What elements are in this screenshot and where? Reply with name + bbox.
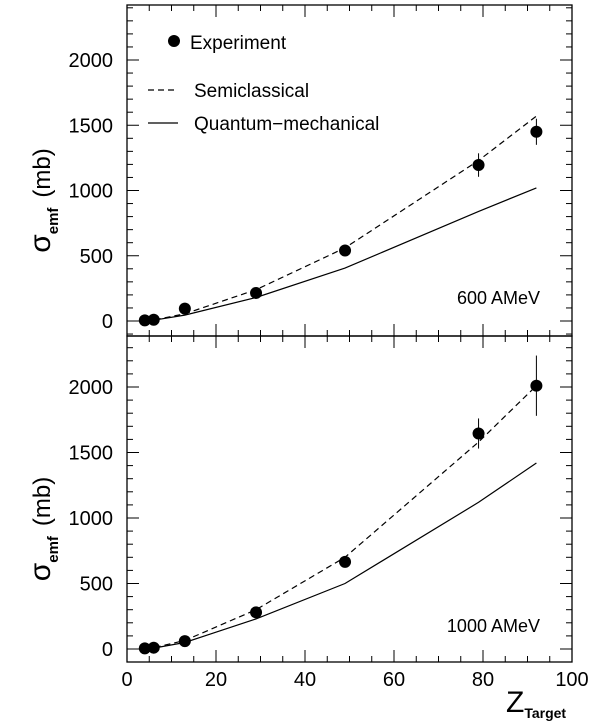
plot-frame [127, 336, 572, 662]
x-tick-label: 20 [205, 669, 227, 691]
legend: Experiment Semiclassical Quantum−mechanica… [148, 33, 379, 135]
x-tick-label: 0 [121, 669, 132, 691]
energy-label: 1000 AMeV [447, 616, 540, 636]
experiment-point [148, 642, 160, 654]
panel-bottom: 0 500 1000 1500 2000 σemf(mb) 1000 AMeV 0 20 40 60… [24, 336, 589, 721]
experiment-point [250, 606, 262, 618]
legend-label: Experiment [190, 33, 287, 54]
x-tick-label: 100 [555, 669, 588, 691]
experiment-point [530, 380, 542, 392]
plot-frame [127, 5, 572, 336]
experiment-point [339, 556, 351, 568]
y-tick-label: 500 [80, 574, 113, 596]
x-axis-title: ZTarget [506, 686, 566, 721]
y-tick-label: 1000 [69, 181, 114, 203]
y-tick-label: 0 [102, 639, 113, 661]
experiment-point [250, 287, 262, 299]
x-tick-label: 40 [294, 669, 316, 691]
x-tick-label: 60 [383, 669, 405, 691]
experiment-point [179, 635, 191, 647]
legend-marker-experiment [168, 35, 180, 47]
experiment-point [148, 314, 160, 326]
y-tick-label: 2000 [69, 377, 114, 399]
experiment-point [339, 245, 351, 257]
y-tick-label: 1500 [69, 443, 114, 465]
y-tick-label: 1500 [69, 115, 114, 137]
y-axis-title: σemf(mb) [24, 148, 62, 253]
y-tick-label: 0 [102, 311, 113, 333]
y-tick-label: 500 [80, 246, 113, 268]
y-tick-label: 2000 [69, 50, 114, 72]
panel-top: 0 500 1000 1500 2000 σemf(mb) 600 AMeV Experime… [24, 5, 572, 336]
legend-label: Semiclassical [194, 81, 309, 102]
semiclassical-curve [145, 386, 537, 649]
experiment-point [473, 428, 485, 440]
x-tick-label: 80 [472, 669, 494, 691]
energy-label: 600 AMeV [457, 288, 540, 308]
y-tick-label: 1000 [69, 508, 114, 530]
experiment-point [473, 159, 485, 171]
experiment-point [530, 126, 542, 138]
experiment-point [179, 303, 191, 315]
legend-label: Quantum−mechanical [194, 114, 379, 135]
y-axis-title: σemf(mb) [24, 477, 62, 582]
